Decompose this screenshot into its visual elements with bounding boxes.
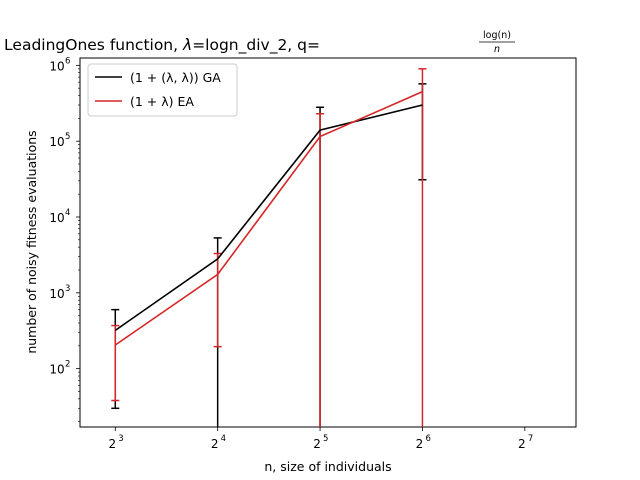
legend-box	[87, 63, 238, 117]
x-tick-exponent: 6	[425, 434, 430, 444]
series-lines	[114, 90, 423, 346]
legend-label-ea: (1 + λ) EA	[130, 94, 194, 109]
y-tick-label: 10	[49, 135, 64, 149]
y-tick-exponent: 3	[65, 284, 70, 294]
x-tick-exponent: 4	[221, 434, 226, 444]
chart-title: LeadingOnes function, λ=logn_div_2, q= l…	[4, 30, 515, 55]
y-tick-label: 10	[49, 363, 64, 377]
x-tick-label: 2	[518, 437, 526, 451]
title-prefix: LeadingOnes function,	[4, 36, 183, 54]
series-line-ga	[114, 104, 423, 332]
y-tick-exponent: 4	[65, 208, 70, 218]
legend-label-ga: (1 + (λ, λ)) GA	[130, 70, 221, 85]
x-tick-label: 2	[211, 437, 219, 451]
x-tick-exponent: 7	[528, 434, 533, 444]
title-lambda: λ	[182, 36, 192, 54]
plot-area-frame	[79, 57, 577, 428]
y-axis-label: number of noisy fitness evaluations	[24, 130, 39, 353]
x-tick-exponent: 5	[323, 434, 328, 444]
y-tick-exponent: 5	[65, 132, 70, 142]
x-tick-label: 2	[313, 437, 321, 451]
x-tick-label: 2	[416, 437, 424, 451]
title-fraction-numerator: log(n)	[483, 30, 511, 41]
error-bars	[111, 68, 427, 427]
x-axis-label: n, size of individuals	[264, 459, 391, 474]
legend: (1 + (λ, λ)) GA (1 + λ) EA	[87, 63, 238, 117]
x-tick-exponent: 3	[118, 434, 123, 444]
x-tick-label: 2	[108, 437, 116, 451]
y-tick-exponent: 2	[65, 360, 70, 370]
title-fraction-denominator: n	[494, 44, 500, 55]
y-tick-label: 10	[49, 211, 64, 225]
y-tick-label: 10	[49, 287, 64, 301]
title-lambda-value: =logn_div_2, q=	[192, 36, 320, 55]
y-tick-label: 10	[49, 59, 64, 73]
series-line-ea	[114, 90, 423, 346]
y-tick-exponent: 6	[65, 56, 70, 66]
svg-text:LeadingOnes function, λ=logn_d: LeadingOnes function, λ=logn_div_2, q=	[4, 36, 320, 55]
